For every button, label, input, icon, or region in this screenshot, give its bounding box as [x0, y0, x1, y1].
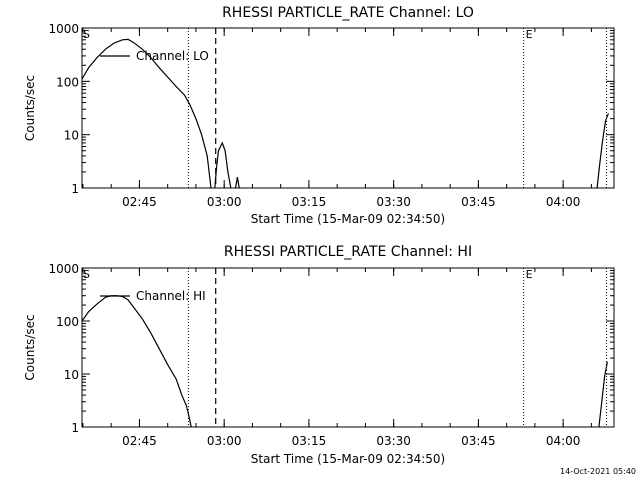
hi-x-tick-label: 04:00	[546, 434, 581, 448]
footer-timestamp: 14-Oct-2021 05:40	[560, 467, 636, 476]
hi-series-line	[598, 361, 608, 427]
hi-x-tick-label: 02:45	[122, 434, 157, 448]
lo-end-marker: E	[526, 28, 533, 41]
lo-legend-label: Channel: LO	[136, 49, 209, 63]
hi-y-tick-label: 1	[71, 421, 79, 435]
lo-series-line	[82, 38, 212, 188]
lo-series-line	[234, 176, 240, 188]
hi-plot-frame	[81, 267, 615, 428]
lo-x-tick-label: 03:30	[376, 195, 411, 209]
lo-x-tick-label: 03:15	[292, 195, 327, 209]
hi-x-tick-label: 03:15	[292, 434, 327, 448]
hi-panel: RHESSI PARTICLE_RATE Channel: HI 1 10 100 10…	[23, 244, 615, 466]
hi-end-marker: E	[526, 268, 533, 281]
hi-x-tick-label: 03:00	[207, 434, 242, 448]
lo-series-line	[214, 141, 232, 188]
hi-x-tick-label: 03:45	[461, 434, 496, 448]
lo-plot-frame	[81, 27, 615, 189]
lo-y-tick-label: 1000	[48, 22, 79, 36]
lo-panel: RHESSI PARTICLE_RATE Channel: LO 1 10 100 10…	[23, 5, 615, 226]
hi-chart-title: RHESSI PARTICLE_RATE Channel: HI	[224, 244, 472, 260]
lo-start-marker: S	[83, 28, 90, 41]
hi-x-axis-label: Start Time (15-Mar-09 02:34:50)	[251, 452, 445, 466]
lo-x-tick-label: 03:00	[207, 195, 242, 209]
hi-y-tick-label: 1000	[48, 262, 79, 276]
hi-legend-label: Channel: HI	[136, 289, 206, 303]
lo-x-tick-label: 03:45	[461, 195, 496, 209]
hi-y-tick-label: 10	[64, 368, 79, 382]
hi-y-axis-label: Counts/sec	[23, 314, 37, 380]
lo-x-axis-label: Start Time (15-Mar-09 02:34:50)	[251, 212, 445, 226]
hi-x-tick-label: 03:30	[376, 434, 411, 448]
lo-x-tick-label: 02:45	[122, 195, 157, 209]
lo-y-tick-label: 1	[71, 182, 79, 196]
lo-y-tick-label: 100	[56, 75, 79, 89]
lo-y-axis-label: Counts/sec	[23, 75, 37, 141]
hi-series-line	[82, 295, 192, 427]
hi-y-tick-label: 100	[56, 315, 79, 329]
hi-start-marker: S	[83, 268, 90, 281]
lo-x-tick-label: 04:00	[546, 195, 581, 209]
lo-chart-title: RHESSI PARTICLE_RATE Channel: LO	[222, 5, 474, 21]
lo-y-tick-label: 10	[64, 129, 79, 143]
lo-series-line	[596, 113, 609, 188]
